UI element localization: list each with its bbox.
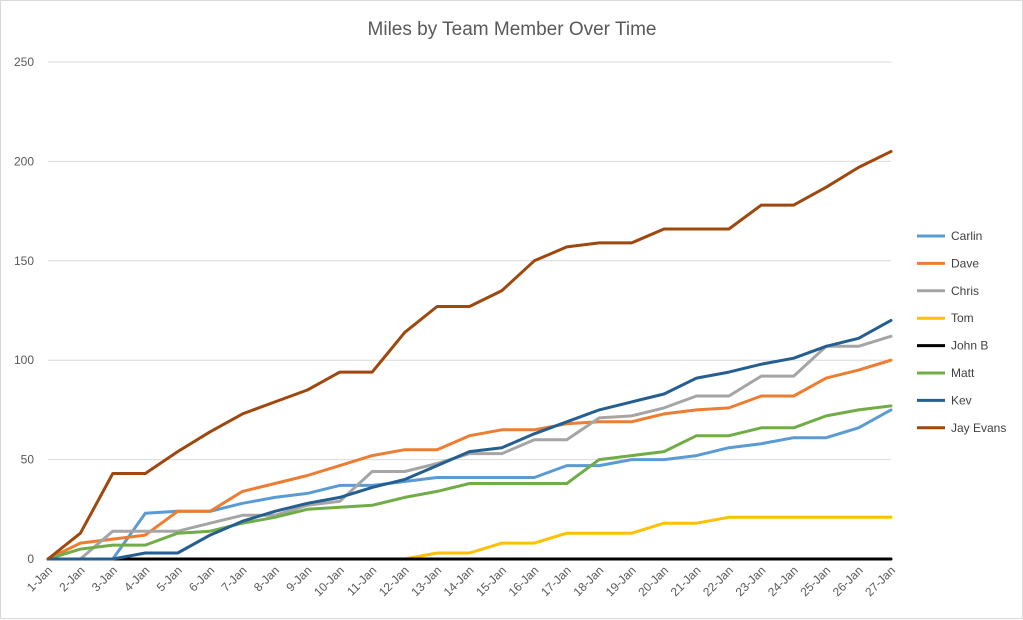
legend-label: Kev <box>951 393 972 407</box>
legend-item: Tom <box>917 311 974 325</box>
x-tick-label: 16-Jan <box>506 563 542 599</box>
legend-label: John B <box>951 339 988 353</box>
x-tick-label: 12-Jan <box>376 563 412 599</box>
x-tick-label: 18-Jan <box>570 563 606 599</box>
y-tick-label: 0 <box>27 552 34 566</box>
y-tick-label: 250 <box>14 55 34 69</box>
legend-label: Dave <box>951 256 979 270</box>
x-tick-label: 22-Jan <box>700 563 736 599</box>
y-axis-ticks: 0 50 100 150 200 250 <box>14 55 34 566</box>
legend-label: Matt <box>951 366 975 380</box>
x-tick-label: 13-Jan <box>408 563 444 599</box>
legend-item: Dave <box>917 256 979 270</box>
series-line-matt <box>46 404 893 561</box>
legend-item: Matt <box>917 366 975 380</box>
series-line-chris <box>46 334 893 561</box>
legend: Carlin Dave Chris Tom John B Matt Kev Jay Evans <box>917 229 1006 435</box>
series-line-dave <box>46 358 893 561</box>
x-tick-label: 11-Jan <box>344 563 379 598</box>
x-tick-label: 24-Jan <box>765 563 801 599</box>
x-tick-label: 1-Jan <box>24 563 55 594</box>
x-tick-label: 9-Jan <box>283 563 314 594</box>
x-axis-ticks: 1-Jan 2-Jan 3-Jan 4-Jan 5-Jan 6-Jan 7-Jan 8-Jan… <box>24 563 898 599</box>
x-tick-label: 23-Jan <box>733 563 769 599</box>
x-tick-label: 10-Jan <box>311 563 347 599</box>
legend-item: John B <box>917 339 988 353</box>
chart-title: Miles by Team Member Over Time <box>368 19 657 40</box>
x-tick-label: 14-Jan <box>441 563 477 599</box>
x-tick-label: 8-Jan <box>251 563 282 594</box>
x-tick-label: 7-Jan <box>219 563 250 594</box>
x-tick-label: 26-Jan <box>830 563 866 599</box>
legend-label: Chris <box>951 284 979 298</box>
x-tick-label: 3-Jan <box>89 563 120 594</box>
legend-item: Carlin <box>917 229 982 243</box>
x-tick-label: 20-Jan <box>635 563 671 599</box>
y-tick-label: 100 <box>14 353 34 367</box>
y-tick-label: 200 <box>14 154 34 168</box>
x-tick-label: 15-Jan <box>473 563 509 599</box>
x-tick-label: 27-Jan <box>862 563 898 599</box>
y-tick-label: 150 <box>14 254 34 268</box>
y-tick-label: 50 <box>21 453 35 467</box>
legend-item: Jay Evans <box>917 421 1006 435</box>
legend-item: Chris <box>917 284 979 298</box>
x-tick-label: 6-Jan <box>186 563 217 594</box>
series-line-jay-evans <box>46 150 893 561</box>
series-lines <box>46 150 893 561</box>
x-tick-label: 4-Jan <box>121 563 152 594</box>
x-tick-label: 19-Jan <box>603 563 639 599</box>
x-tick-label: 5-Jan <box>154 563 185 594</box>
x-tick-label: 2-Jan <box>56 563 87 594</box>
legend-item: Kev <box>917 393 972 407</box>
legend-label: Tom <box>951 311 974 325</box>
legend-label: Jay Evans <box>951 421 1006 435</box>
x-tick-label: 21-Jan <box>668 563 704 599</box>
x-tick-label: 25-Jan <box>797 563 833 599</box>
series-line-kev <box>46 318 893 561</box>
legend-label: Carlin <box>951 229 982 243</box>
x-tick-label: 17-Jan <box>538 563 574 599</box>
